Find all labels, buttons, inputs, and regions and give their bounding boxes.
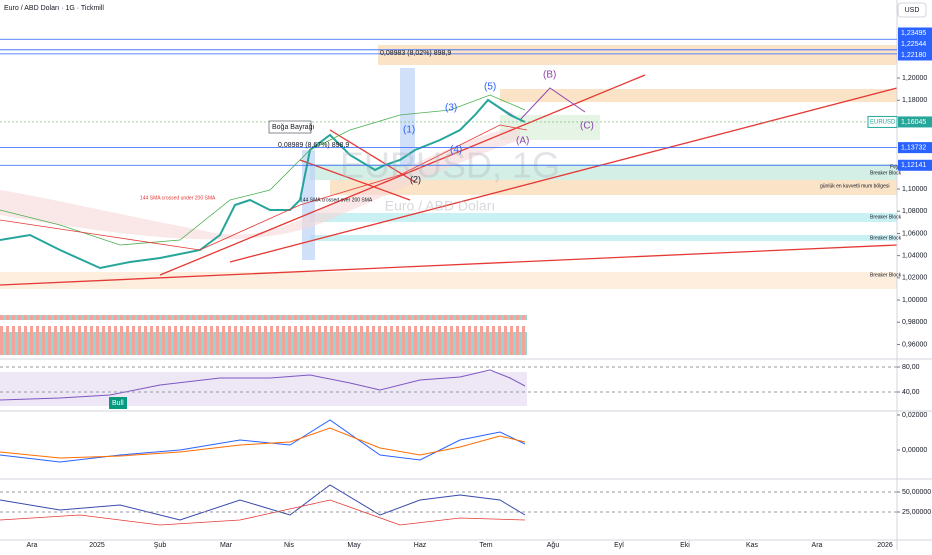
x-tick-label: Mar [220, 542, 233, 549]
annotation: Breaker Block [870, 170, 902, 176]
last-price-label: 1,16045 [901, 119, 926, 126]
annotation: (2) [410, 174, 421, 184]
measure-box [302, 150, 315, 260]
y-tick-label: 1,06000 [902, 230, 927, 237]
price-badge [898, 49, 932, 61]
annotation: günlük en kuvvetli mum bölgesi [820, 183, 889, 189]
price-badge-label: 1,23495 [901, 30, 926, 37]
price-badge [898, 142, 932, 154]
watermark-name: Euro / ABD Doları [385, 198, 496, 214]
x-tick-label: Ara [812, 542, 823, 549]
annotation: 144 SMA crossed under 200 SMA [140, 195, 216, 201]
y-tick-label: 1,00000 [902, 297, 927, 304]
x-tick-label: Ağu [547, 542, 560, 549]
zone [330, 180, 897, 195]
last-price-badge [898, 116, 932, 128]
annotation: (B) [543, 70, 556, 81]
zone [310, 235, 897, 241]
volume [0, 315, 527, 355]
x-tick-label: Kas [746, 542, 759, 549]
annotation: (1) [403, 125, 415, 136]
y-tick-label: 40,00 [902, 389, 920, 396]
annotation: Breaker Block [870, 272, 902, 278]
x-tick-label: Haz [414, 542, 427, 549]
annotation: (A) [516, 136, 529, 147]
zone [0, 272, 897, 289]
y-tick-label: 0,00000 [902, 447, 927, 454]
symbol-label: EURUSD [870, 120, 896, 126]
y-tick-label: 0,02000 [902, 412, 927, 419]
symbol-badge [867, 115, 898, 128]
zone [378, 45, 897, 65]
y-tick-label: 80,00 [902, 364, 920, 371]
y-tick-label: 1,02000 [902, 275, 927, 282]
y-tick-label: 1,20000 [902, 75, 927, 82]
label-box [109, 397, 127, 409]
annotation: Breaker Block [870, 235, 902, 241]
signal-line [0, 427, 526, 459]
annotation: Boğa Bayrağı [272, 124, 314, 131]
zone [310, 213, 897, 222]
y-tick-label: 25,00000 [902, 509, 931, 516]
measure-box [400, 68, 415, 165]
rsi-line [0, 369, 526, 401]
y-tick-label: 0,96000 [902, 341, 927, 348]
annotation: Fvg [890, 164, 899, 170]
y-tick-label: 1,10000 [902, 186, 927, 193]
annotation: (4) [450, 145, 462, 156]
label-box [268, 120, 312, 134]
y-tick-label: 0,98000 [902, 319, 927, 326]
price-badge [898, 27, 932, 39]
trend-lines [0, 74, 898, 286]
price-badge [898, 38, 932, 50]
price-badge-label: 1,13732 [901, 144, 926, 151]
x-tick-label: Nis [284, 542, 295, 549]
annotation: 0,08983 (8,02%) 898,9 [380, 50, 451, 57]
osc-line [0, 499, 526, 526]
annotation: 144 SMA crossed over 200 SMA [300, 197, 373, 203]
price-badge-label: 1,12141 [901, 162, 926, 169]
annotation: 0,08989 (8,67%) 898,9 [278, 142, 349, 149]
currency[interactable]: USD [905, 7, 920, 14]
price-badge-label: 1,22544 [901, 41, 926, 48]
y-tick-label: 50,00000 [902, 489, 931, 496]
annotation: (C) [580, 121, 594, 132]
x-tick-label: Eki [680, 542, 690, 549]
x-tick-label: Eyl [614, 542, 624, 549]
x-tick-label: Ara [27, 542, 38, 549]
envelope [0, 94, 526, 246]
zone [500, 89, 897, 102]
x-tick-label: 2026 [877, 542, 893, 549]
y-tick-label: 1,04000 [902, 252, 927, 259]
y-tick-label: 1,18000 [902, 97, 927, 104]
x-tick-label: Tem [479, 542, 492, 549]
annotation: (3) [445, 103, 457, 114]
x-tick-label: Şub [154, 542, 167, 549]
y-tick-label: 1,08000 [902, 208, 927, 215]
x-tick-label: 2025 [89, 542, 105, 549]
currency-button[interactable] [897, 2, 927, 18]
rsi-band [0, 372, 527, 406]
osc-line [0, 484, 526, 521]
header-title: Euro / ABD Doları · 1G · Tickmill [4, 5, 104, 12]
price-badge-label: 1,22180 [901, 52, 926, 59]
annotation: Bull [112, 400, 124, 407]
annotation: Breaker Block [870, 214, 902, 220]
annotation: (5) [484, 82, 496, 93]
moving-average [0, 124, 528, 251]
price-badge [898, 159, 932, 171]
zone [310, 164, 897, 180]
x-tick-label: May [347, 542, 361, 549]
